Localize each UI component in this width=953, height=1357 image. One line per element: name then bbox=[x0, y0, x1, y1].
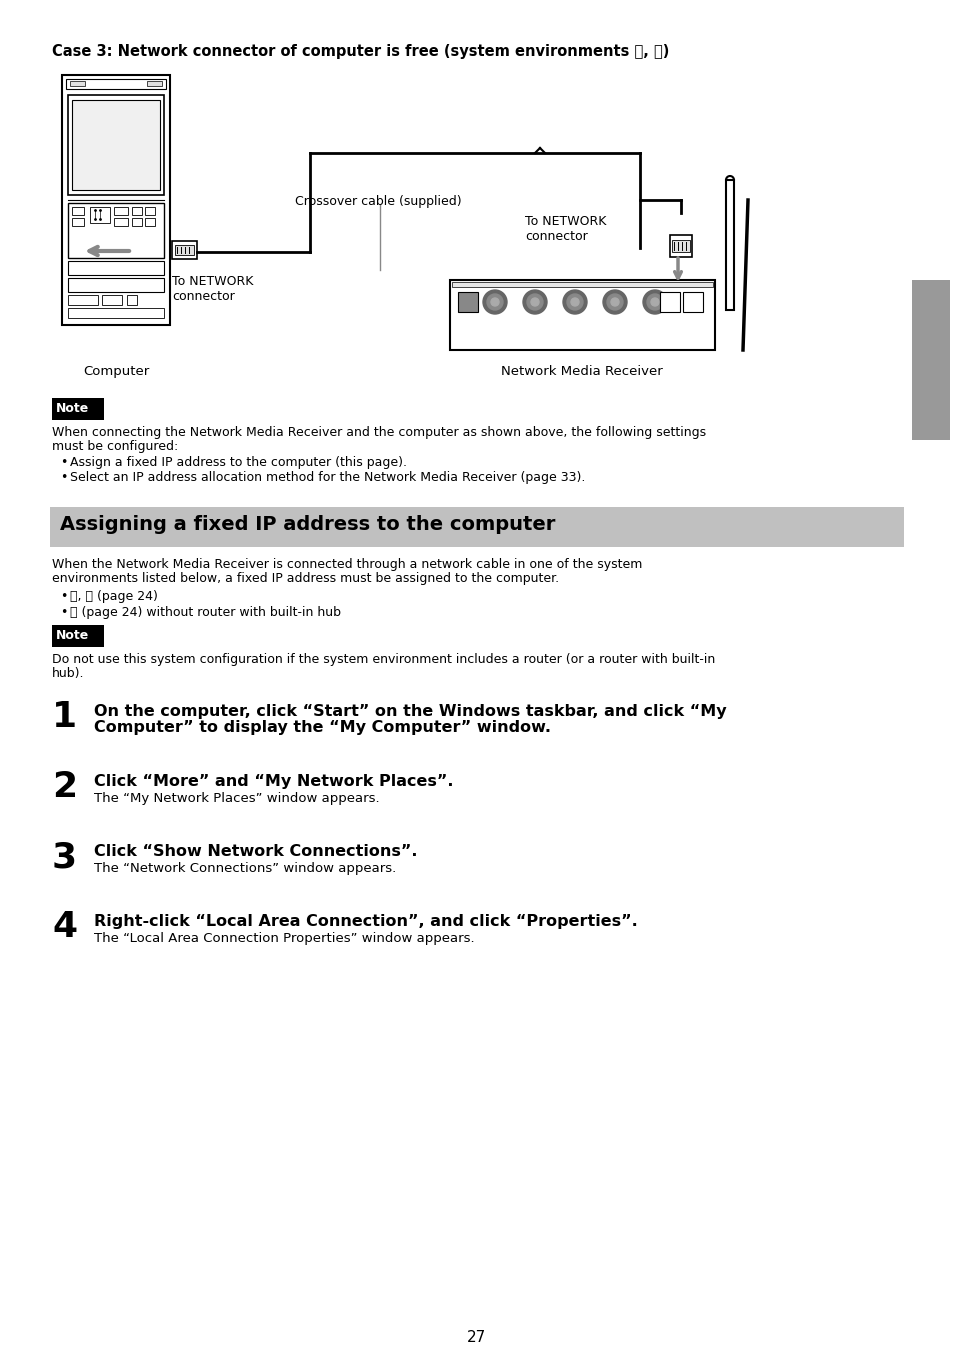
Text: 2: 2 bbox=[52, 769, 77, 803]
Bar bbox=[113, 208, 128, 214]
Bar bbox=[145, 218, 154, 227]
Text: Select an IP address allocation method for the Network Media Receiver (page 33).: Select an IP address allocation method f… bbox=[70, 471, 585, 484]
Text: •: • bbox=[60, 590, 68, 603]
Text: The “Network Connections” window appears.: The “Network Connections” window appears… bbox=[94, 862, 395, 875]
Text: Computer” to display the “My Computer” window.: Computer” to display the “My Computer” w… bbox=[94, 721, 551, 735]
Bar bbox=[66, 79, 166, 90]
Bar bbox=[172, 242, 196, 259]
Text: Setup: Setup bbox=[923, 290, 938, 335]
Text: Assign a fixed IP address to the computer (this page).: Assign a fixed IP address to the compute… bbox=[70, 456, 407, 470]
Bar bbox=[62, 75, 170, 324]
Circle shape bbox=[522, 290, 546, 313]
Bar bbox=[71, 100, 160, 190]
Text: The “My Network Places” window appears.: The “My Network Places” window appears. bbox=[94, 792, 379, 805]
Text: •: • bbox=[60, 607, 68, 619]
Text: must be configured:: must be configured: bbox=[52, 440, 178, 453]
Bar bbox=[68, 278, 164, 292]
Text: Network Media Receiver: Network Media Receiver bbox=[500, 365, 662, 379]
Bar bbox=[50, 508, 903, 547]
Text: Right-click “Local Area Connection”, and click “Properties”.: Right-click “Local Area Connection”, and… bbox=[94, 915, 638, 930]
Text: ⓖ (page 24) without router with built-in hub: ⓖ (page 24) without router with built-in… bbox=[70, 607, 340, 619]
Bar bbox=[682, 292, 702, 312]
Bar bbox=[132, 218, 142, 227]
Text: environments listed below, a fixed IP address must be assigned to the computer.: environments listed below, a fixed IP ad… bbox=[52, 573, 558, 585]
Text: When the Network Media Receiver is connected through a network cable in one of t: When the Network Media Receiver is conne… bbox=[52, 558, 641, 571]
Text: Case 3: Network connector of computer is free (system environments ⓔ, ⓕ): Case 3: Network connector of computer is… bbox=[52, 43, 669, 58]
Circle shape bbox=[642, 290, 666, 313]
Text: The “Local Area Connection Properties” window appears.: The “Local Area Connection Properties” w… bbox=[94, 932, 475, 944]
Text: connector: connector bbox=[524, 229, 587, 243]
Text: 1: 1 bbox=[52, 700, 77, 734]
Bar bbox=[68, 294, 98, 305]
Text: Note: Note bbox=[56, 630, 90, 642]
Bar bbox=[659, 292, 679, 312]
Bar bbox=[132, 208, 142, 214]
Circle shape bbox=[725, 176, 733, 185]
Text: To NETWORK: To NETWORK bbox=[172, 275, 253, 288]
Text: hub).: hub). bbox=[52, 668, 85, 680]
Circle shape bbox=[610, 299, 618, 305]
Text: •: • bbox=[60, 471, 68, 484]
Circle shape bbox=[486, 294, 502, 309]
Text: Note: Note bbox=[56, 402, 90, 415]
Text: Crossover cable (supplied): Crossover cable (supplied) bbox=[294, 195, 461, 208]
Bar bbox=[450, 280, 714, 350]
Text: To NETWORK: To NETWORK bbox=[524, 214, 606, 228]
Bar bbox=[52, 398, 104, 421]
Bar bbox=[68, 261, 164, 275]
Circle shape bbox=[602, 290, 626, 313]
Bar bbox=[68, 204, 164, 258]
Text: Click “More” and “My Network Places”.: Click “More” and “My Network Places”. bbox=[94, 773, 453, 788]
Bar bbox=[68, 308, 164, 318]
Bar bbox=[911, 280, 949, 440]
Bar bbox=[113, 218, 128, 227]
Text: ⓔ, ⓕ (page 24): ⓔ, ⓕ (page 24) bbox=[70, 590, 157, 603]
Text: 3: 3 bbox=[52, 840, 77, 874]
Text: 27: 27 bbox=[467, 1330, 486, 1345]
Bar bbox=[174, 246, 193, 255]
Circle shape bbox=[650, 299, 659, 305]
Text: connector: connector bbox=[172, 290, 234, 303]
Circle shape bbox=[571, 299, 578, 305]
Circle shape bbox=[646, 294, 662, 309]
Bar bbox=[71, 218, 84, 227]
Circle shape bbox=[526, 294, 542, 309]
Bar bbox=[70, 81, 85, 85]
Circle shape bbox=[491, 299, 498, 305]
Bar bbox=[671, 240, 689, 252]
Bar bbox=[669, 235, 691, 256]
Bar bbox=[147, 81, 162, 85]
Text: Computer: Computer bbox=[83, 365, 149, 379]
Bar bbox=[68, 95, 164, 195]
Bar bbox=[52, 626, 104, 647]
Circle shape bbox=[606, 294, 622, 309]
Text: Do not use this system configuration if the system environment includes a router: Do not use this system configuration if … bbox=[52, 653, 715, 666]
Bar bbox=[90, 208, 110, 223]
Text: 4: 4 bbox=[52, 911, 77, 944]
Circle shape bbox=[531, 299, 538, 305]
Bar bbox=[725, 180, 733, 309]
Circle shape bbox=[566, 294, 582, 309]
Text: Assigning a fixed IP address to the computer: Assigning a fixed IP address to the comp… bbox=[60, 516, 555, 535]
Circle shape bbox=[482, 290, 506, 313]
Bar bbox=[102, 294, 122, 305]
Text: On the computer, click “Start” on the Windows taskbar, and click “My: On the computer, click “Start” on the Wi… bbox=[94, 704, 726, 719]
Circle shape bbox=[562, 290, 586, 313]
Bar bbox=[145, 208, 154, 214]
Text: When connecting the Network Media Receiver and the computer as shown above, the : When connecting the Network Media Receiv… bbox=[52, 426, 705, 440]
Bar bbox=[71, 208, 84, 214]
Text: •: • bbox=[60, 456, 68, 470]
Bar bbox=[127, 294, 137, 305]
Bar bbox=[452, 282, 712, 286]
Bar bbox=[457, 292, 477, 312]
Text: Click “Show Network Connections”.: Click “Show Network Connections”. bbox=[94, 844, 417, 859]
